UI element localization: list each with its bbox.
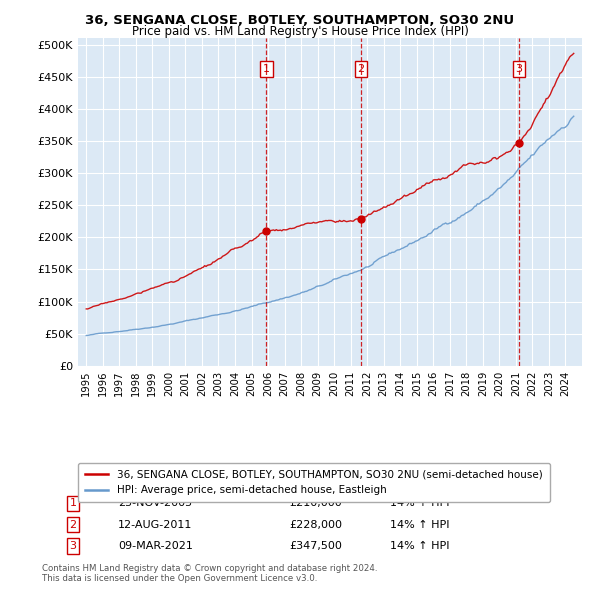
Text: 14% ↑ HPI: 14% ↑ HPI bbox=[391, 499, 450, 509]
Text: 2: 2 bbox=[358, 64, 364, 74]
Text: £228,000: £228,000 bbox=[290, 520, 343, 530]
Text: 25-NOV-2005: 25-NOV-2005 bbox=[118, 499, 193, 509]
Text: £347,500: £347,500 bbox=[290, 541, 343, 551]
Legend: 36, SENGANA CLOSE, BOTLEY, SOUTHAMPTON, SO30 2NU (semi-detached house), HPI: Ave: 36, SENGANA CLOSE, BOTLEY, SOUTHAMPTON, … bbox=[78, 463, 550, 503]
Text: 12-AUG-2011: 12-AUG-2011 bbox=[118, 520, 193, 530]
Text: 09-MAR-2021: 09-MAR-2021 bbox=[118, 541, 193, 551]
Text: 36, SENGANA CLOSE, BOTLEY, SOUTHAMPTON, SO30 2NU: 36, SENGANA CLOSE, BOTLEY, SOUTHAMPTON, … bbox=[85, 14, 515, 27]
Text: Contains HM Land Registry data © Crown copyright and database right 2024.
This d: Contains HM Land Registry data © Crown c… bbox=[42, 563, 377, 583]
Text: £210,000: £210,000 bbox=[290, 499, 343, 509]
Text: 3: 3 bbox=[70, 541, 76, 551]
Text: 14% ↑ HPI: 14% ↑ HPI bbox=[391, 520, 450, 530]
Text: 1: 1 bbox=[70, 499, 76, 509]
Text: 2: 2 bbox=[70, 520, 77, 530]
Text: 3: 3 bbox=[515, 64, 523, 74]
Text: Price paid vs. HM Land Registry's House Price Index (HPI): Price paid vs. HM Land Registry's House … bbox=[131, 25, 469, 38]
Text: 14% ↑ HPI: 14% ↑ HPI bbox=[391, 541, 450, 551]
Text: 1: 1 bbox=[263, 64, 270, 74]
